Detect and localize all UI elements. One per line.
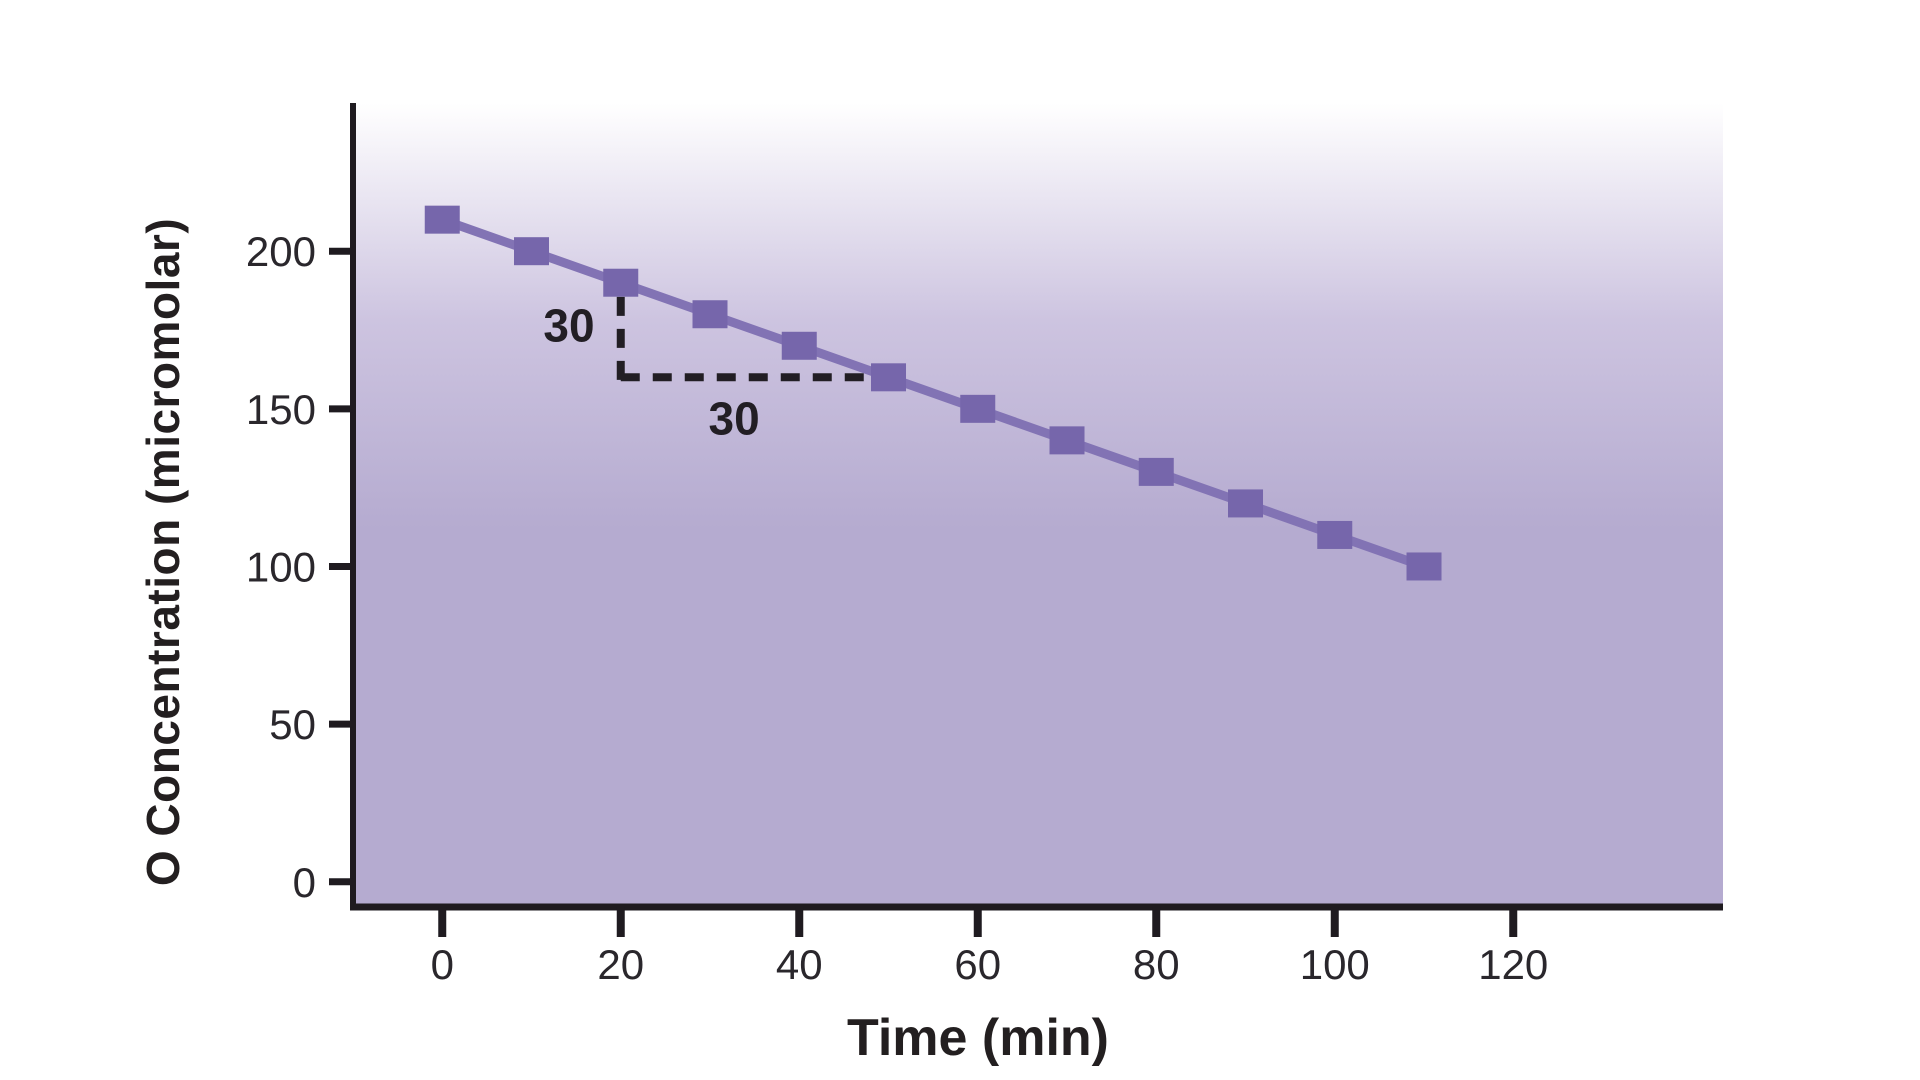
data-point-marker (1228, 489, 1264, 518)
data-point-marker (1317, 520, 1353, 549)
data-point-marker (1406, 552, 1442, 581)
data-point-marker (692, 300, 728, 329)
data-point-marker (424, 205, 460, 234)
y-axis-title: O Concentration (micromolar) (137, 217, 189, 887)
data-point-marker (1138, 457, 1174, 486)
y-tick-label: 200 (246, 228, 316, 275)
x-tick-label: 60 (954, 941, 1001, 988)
plot-background (353, 103, 1723, 907)
x-tick-label: 100 (1300, 941, 1370, 988)
data-point-marker (781, 331, 817, 360)
x-tick-label: 80 (1133, 941, 1180, 988)
y-tick-label: 150 (246, 386, 316, 433)
x-tick-label: 40 (776, 941, 823, 988)
data-point-marker (514, 237, 550, 266)
data-point-marker (1049, 426, 1085, 455)
slope-rise-label: 30 (543, 299, 594, 351)
x-tick-label: 20 (597, 941, 644, 988)
y-tick-label: 0 (293, 859, 316, 906)
x-tick-label: 0 (431, 941, 454, 988)
data-point-marker (871, 363, 907, 392)
x-axis-title: Time (min) (847, 1009, 1109, 1067)
x-tick-label: 120 (1478, 941, 1548, 988)
data-point-marker (960, 394, 996, 423)
slope-run-label: 30 (709, 392, 760, 444)
y-tick-label: 50 (269, 701, 316, 748)
data-point-marker (603, 268, 639, 297)
y-tick-label: 100 (246, 543, 316, 590)
